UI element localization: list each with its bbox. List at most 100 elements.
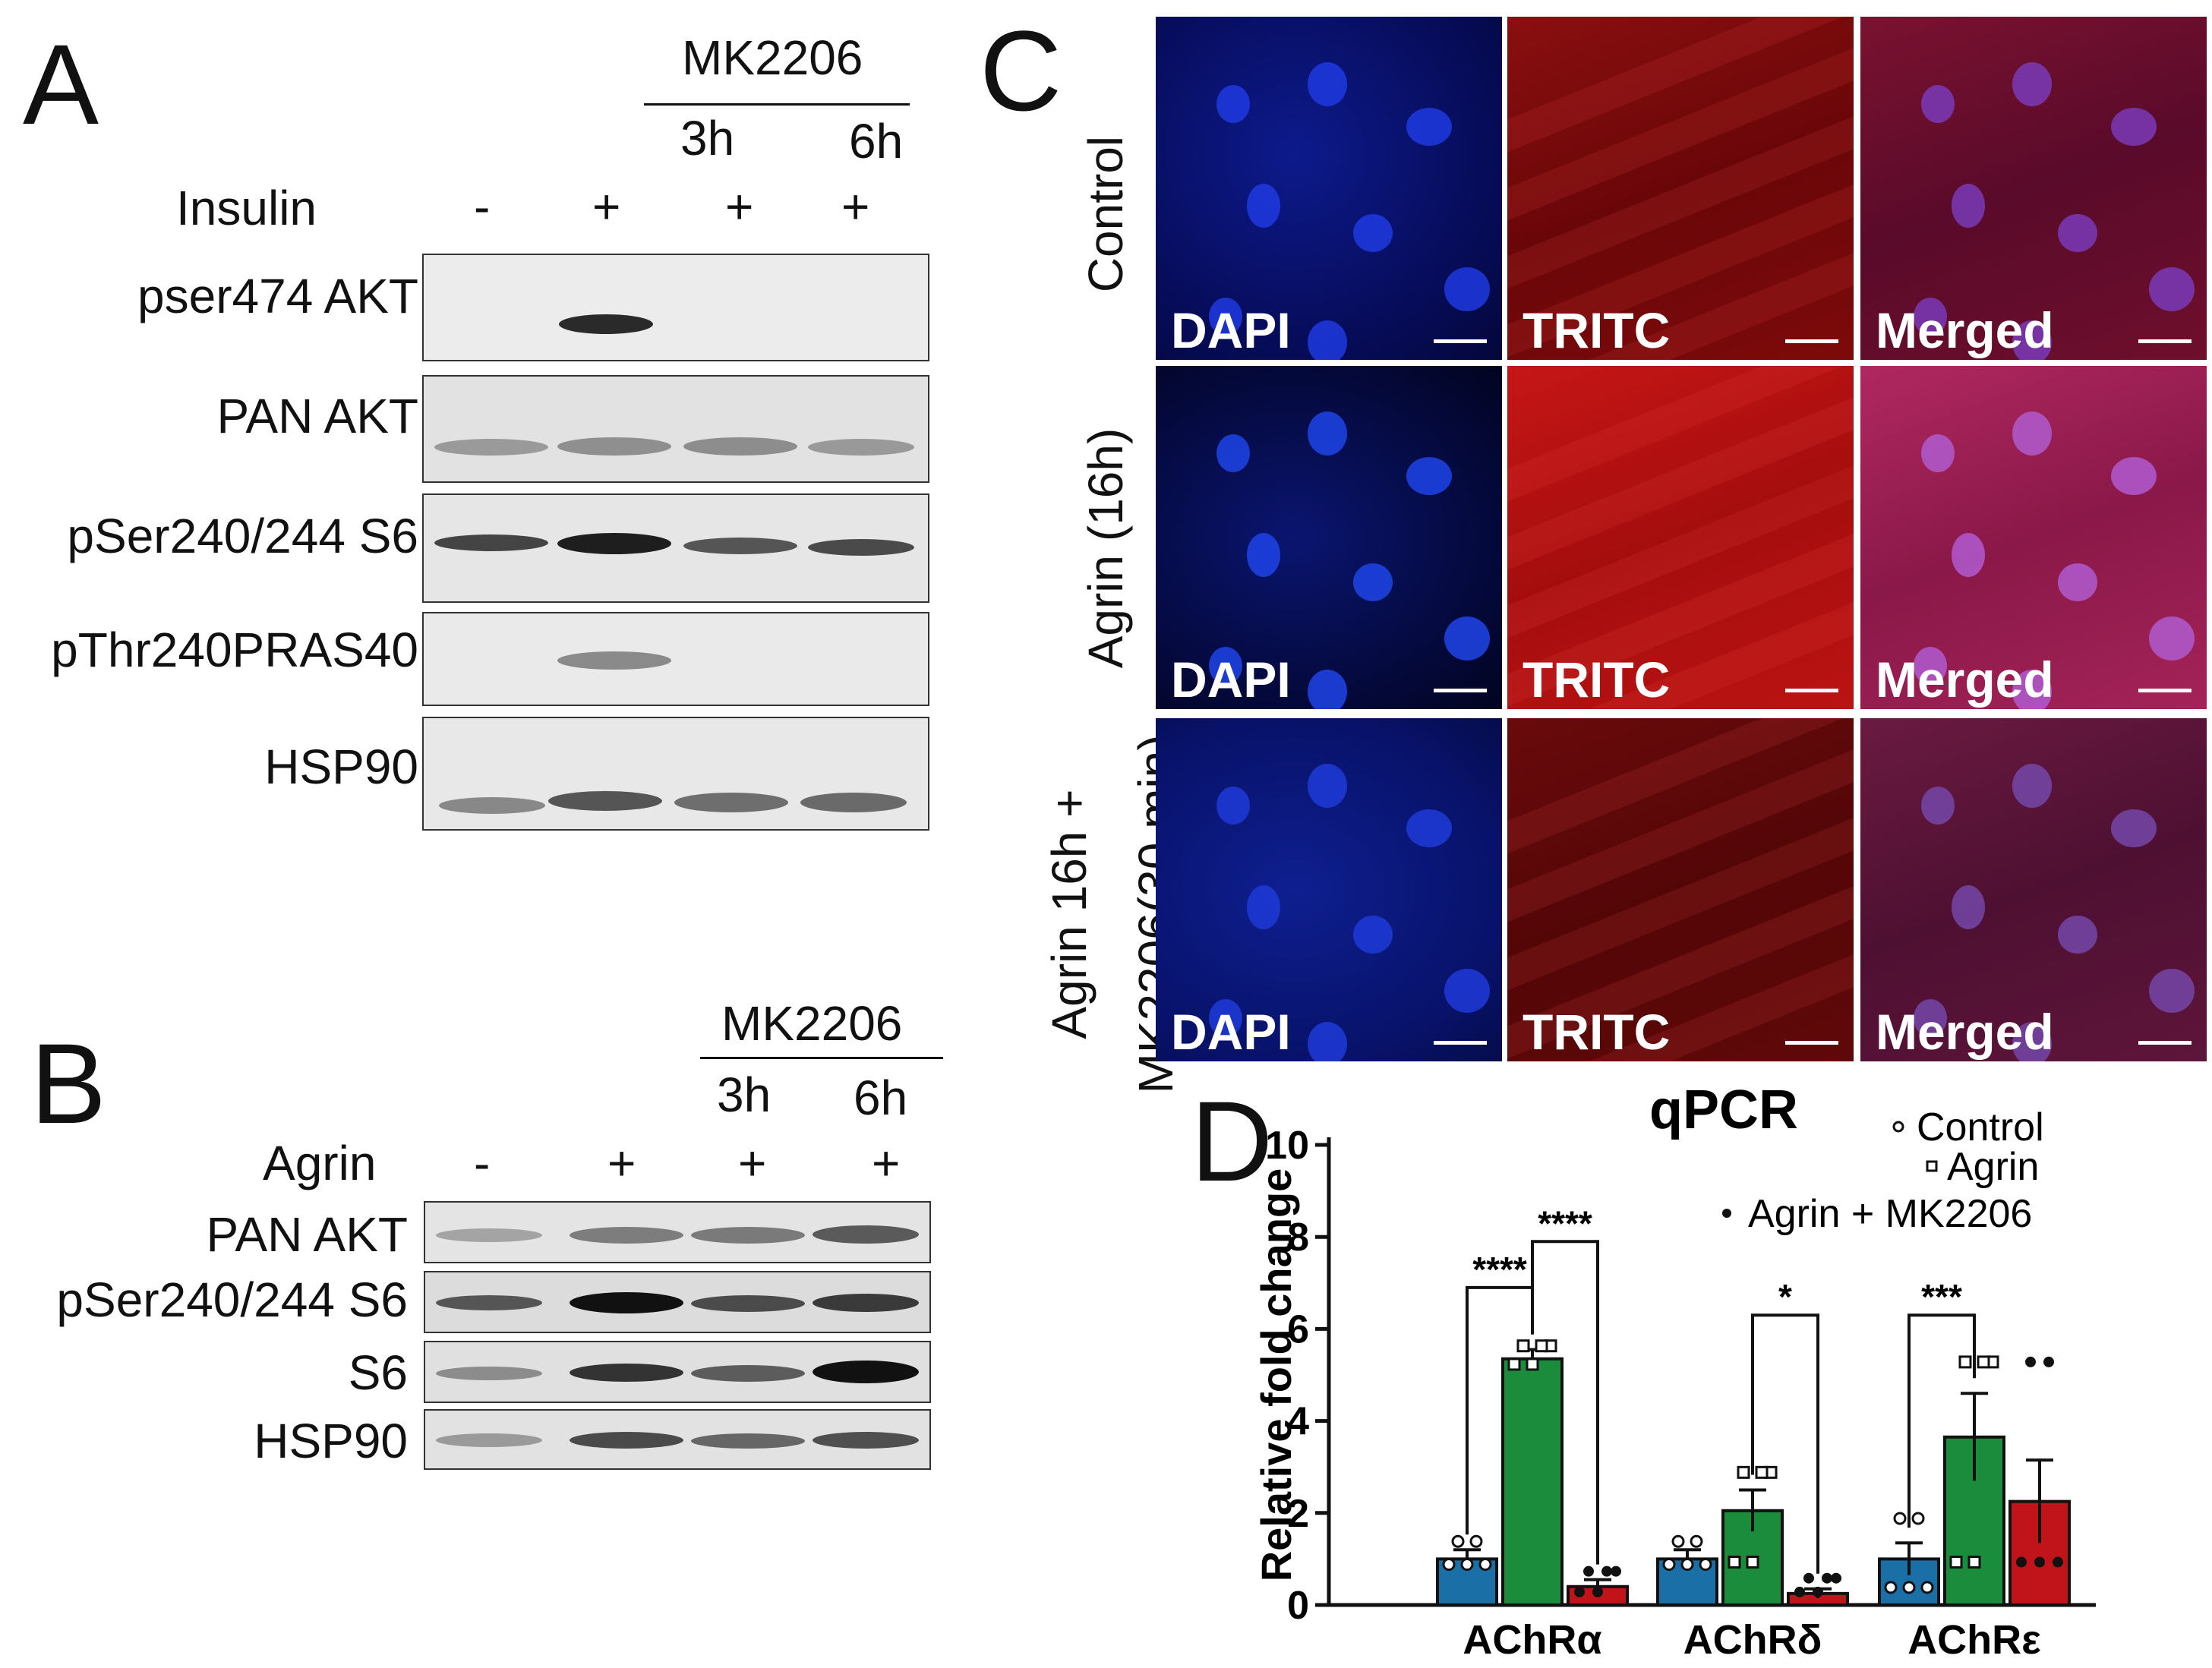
legend-label: Control — [1917, 1105, 2044, 1149]
x-tick-label: AChRε — [1907, 1617, 2041, 1663]
micrograph-channel-label: DAPI — [1171, 651, 1291, 708]
cell-nucleus — [1209, 647, 1242, 685]
data-point — [1893, 1512, 1907, 1525]
panel-b-blot-pan-akt — [424, 1201, 931, 1263]
cell-nucleus — [1914, 647, 1947, 685]
cell-nucleus — [1406, 108, 1452, 146]
panel-letter-c: C — [980, 7, 1062, 134]
data-point — [1884, 1581, 1898, 1594]
data-point — [1902, 1581, 1916, 1594]
micrograph-tritc: TRITC — [1507, 718, 1854, 1061]
cell-nucleus — [2012, 62, 2052, 106]
blot-band — [436, 1367, 542, 1380]
panel-b-lane-sign-3: + — [738, 1136, 767, 1190]
cell-nucleus — [2111, 809, 2157, 847]
blot-band — [436, 1228, 542, 1242]
cell-nucleus — [1308, 1022, 1347, 1061]
micrograph-merged: Merged — [1860, 718, 2207, 1061]
cell-nucleus — [1444, 969, 1490, 1013]
data-point — [1611, 1566, 1621, 1577]
scale-bar — [2138, 339, 2191, 343]
micrograph-dapi: DAPI — [1156, 366, 1502, 709]
cell-nucleus — [1209, 298, 1242, 336]
blot-band — [691, 1365, 805, 1382]
blot-band — [557, 533, 671, 554]
cell-nucleus — [1952, 885, 1985, 929]
scale-bar — [1785, 1041, 1838, 1045]
data-point — [1601, 1566, 1612, 1577]
cell-nucleus — [1308, 62, 1347, 106]
data-point — [1451, 1534, 1465, 1548]
data-point — [1671, 1534, 1685, 1548]
blot-band — [674, 793, 788, 812]
y-axis-label: Relative fold change — [1252, 1168, 1300, 1582]
panel-a-row-label: HSP90 — [264, 739, 418, 794]
scale-bar — [1785, 689, 1838, 692]
micrograph-channel-label: TRITC — [1523, 651, 1671, 708]
micrograph-channel-label: DAPI — [1171, 302, 1291, 358]
data-point — [1794, 1586, 1805, 1597]
panel-letter-d: D — [1191, 1077, 1273, 1205]
blot-band — [557, 651, 671, 670]
data-point — [2053, 1556, 2063, 1568]
significance-label: * — [1778, 1277, 1792, 1316]
cell-nucleus — [1921, 85, 1955, 123]
y-tick-label: 2 — [1287, 1492, 1309, 1536]
micrograph-channel-label: TRITC — [1523, 1004, 1671, 1060]
y-tick-label: 10 — [1265, 1124, 1309, 1168]
panel-b-agrin-label: Agrin — [263, 1136, 377, 1190]
panel-b-lane-sign-1: - — [474, 1136, 491, 1190]
cell-nucleus — [1914, 298, 1947, 336]
data-point — [1822, 1572, 1832, 1584]
data-point — [1442, 1558, 1456, 1572]
data-point — [2025, 1356, 2036, 1367]
panel-b-blot-pser240-s6 — [424, 1271, 931, 1333]
cell-nucleus — [1914, 999, 1947, 1037]
cell-nucleus — [2012, 764, 2052, 808]
data-point — [1592, 1586, 1603, 1597]
data-point — [1728, 1556, 1741, 1569]
blot-band — [439, 797, 545, 814]
data-point — [1690, 1534, 1703, 1548]
blot-band — [691, 1433, 805, 1449]
cell-nucleus — [1353, 214, 1393, 252]
scale-bar — [2138, 689, 2191, 692]
panel-b-mk2206-header: MK2206 — [721, 996, 903, 1051]
panel-a-lane-sign-1: - — [474, 179, 491, 234]
data-point — [1699, 1558, 1712, 1572]
panel-b-mk2206-line — [700, 1057, 943, 1059]
cell-nucleus — [1308, 670, 1347, 709]
cell-nucleus — [1308, 320, 1347, 360]
panel-b-row-label: S6 — [348, 1345, 408, 1400]
blot-band — [691, 1295, 805, 1312]
cell-nucleus — [1406, 809, 1452, 847]
data-point — [1831, 1572, 1841, 1584]
panel-a-row-label: pThr240PRAS40 — [51, 623, 418, 677]
cell-nucleus — [2058, 214, 2097, 252]
data-point — [1516, 1339, 1530, 1353]
cell-nucleus — [1216, 85, 1250, 123]
panel-b-row-label: pSer240/244 S6 — [56, 1272, 408, 1327]
y-tick-label: 4 — [1287, 1400, 1309, 1444]
data-point — [1662, 1558, 1676, 1572]
panel-letter-b: B — [30, 1020, 107, 1147]
blot-band — [557, 437, 671, 456]
micrograph-channel-label: Merged — [1876, 302, 2054, 358]
panel-a-blot-hsp90 — [422, 717, 929, 831]
significance-bracket — [1751, 1313, 1819, 1574]
data-point — [1920, 1581, 1934, 1594]
data-point — [1949, 1556, 1963, 1569]
cell-nucleus — [1247, 533, 1280, 577]
scale-bar — [1434, 339, 1487, 343]
data-point — [1958, 1355, 1972, 1369]
data-point — [1755, 1465, 1769, 1479]
blot-band — [570, 1364, 683, 1382]
data-point — [1911, 1512, 1925, 1525]
legend-marker — [1722, 1209, 1731, 1218]
blot-band — [570, 1432, 683, 1449]
blot-band — [813, 1294, 919, 1312]
cell-nucleus — [1216, 434, 1250, 472]
data-point — [1507, 1357, 1521, 1371]
panel-a-blot-pthr240-pras40 — [422, 612, 929, 706]
